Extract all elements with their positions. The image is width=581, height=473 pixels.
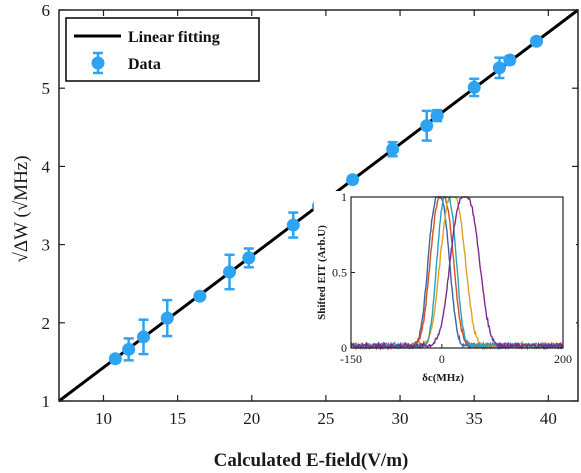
data-marker: [467, 80, 481, 94]
inset-y-tick-label: 0: [341, 341, 347, 355]
data-point: [467, 77, 481, 98]
x-tick-label: 20: [243, 409, 260, 428]
data-marker: [137, 330, 151, 344]
y-tick-label: 3: [42, 236, 51, 255]
y-axis-title-text: √ΔW (√MHz): [11, 155, 32, 262]
inset-x-tick-label: 200: [554, 352, 572, 366]
inset-x-tick-label: 0: [439, 352, 445, 366]
data-marker: [430, 109, 444, 123]
data-marker: [160, 311, 174, 325]
inset-y-tick-label: 0.5: [332, 266, 347, 280]
data-marker: [503, 53, 517, 67]
x-tick-label: 10: [95, 409, 112, 428]
legend-box: [65, 17, 260, 82]
data-point: [160, 298, 174, 338]
x-axis-title: Calculated E-field(V/m): [214, 450, 409, 471]
inset-y-axis-title: Shifted EIT (Arb.U): [316, 225, 328, 320]
data-marker: [242, 251, 256, 265]
data-marker: [108, 352, 122, 366]
data-marker: [529, 34, 543, 48]
plot-frame: [58, 9, 579, 402]
data-point: [420, 109, 434, 142]
y-tick-label: 2: [42, 314, 51, 333]
inset-x-axis-title: δc(MHz): [422, 372, 464, 384]
main-plot: [58, 8, 579, 403]
y-tick-label: 4: [42, 157, 51, 176]
inset-x-tick-label: -150: [340, 352, 362, 366]
data-point: [503, 53, 517, 67]
data-marker: [386, 142, 400, 156]
legend-marker-swatch: [91, 56, 105, 70]
x-tick-label: 30: [392, 409, 409, 428]
data-marker: [223, 265, 237, 279]
data-marker: [122, 342, 136, 356]
data-point: [492, 56, 506, 80]
data-point: [122, 337, 136, 362]
inset-y-tick-label: 1: [341, 190, 347, 204]
x-tick-label: 25: [317, 409, 334, 428]
data-point: [193, 289, 207, 303]
data-marker: [346, 173, 360, 187]
y-tick-label: 6: [42, 1, 51, 20]
legend-label-data: Data: [128, 56, 161, 73]
y-tick-label: 5: [42, 79, 51, 98]
legend-label-fit: Linear fitting: [128, 29, 220, 46]
x-tick-label: 15: [169, 409, 186, 428]
y-axis-title: √ΔW (√MHz): [11, 155, 32, 262]
data-point: [286, 211, 300, 239]
legend: Linear fitting Data: [65, 17, 260, 82]
data-point: [223, 253, 237, 291]
data-point: [242, 247, 256, 269]
data-marker: [492, 61, 506, 75]
data-point: [108, 352, 122, 366]
x-tick-label: 40: [540, 409, 557, 428]
data-marker: [420, 119, 434, 133]
inset-background: [314, 191, 576, 390]
y-tick-label: 1: [42, 392, 51, 411]
data-point: [430, 108, 444, 123]
data-point: [137, 318, 151, 356]
data-marker: [193, 289, 207, 303]
data-marker: [286, 218, 300, 232]
data-point: [529, 34, 543, 48]
data-point: [386, 140, 400, 158]
x-tick-label: 35: [466, 409, 483, 428]
data-point: [346, 173, 360, 187]
